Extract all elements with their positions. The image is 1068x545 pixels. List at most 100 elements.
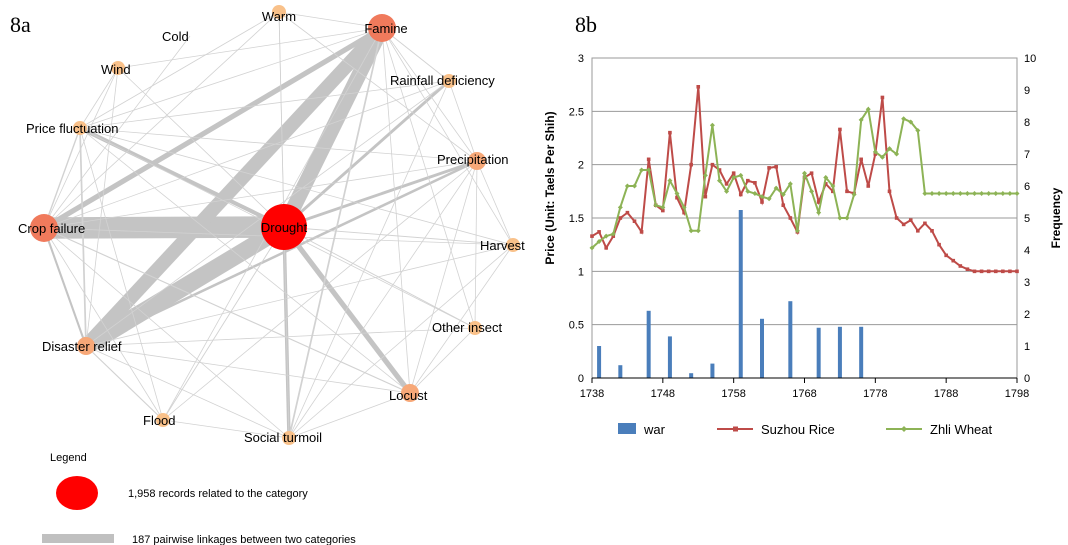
point-suzhou-rice-1787	[937, 242, 941, 247]
network-legend: Legend 1,958 records related to the cate…	[42, 452, 356, 545]
point-suzhou-rice-1771	[823, 182, 828, 186]
edge-harvest-social_turmoil	[288, 244, 514, 439]
edge-crop_failure-flood	[43, 227, 164, 421]
node-label-warm: Warm	[262, 9, 296, 24]
point-suzhou-rice-1746	[646, 157, 651, 162]
point-suzhou-rice-1781	[894, 216, 899, 220]
war-bar-1766	[788, 301, 793, 378]
point-suzhou-rice-1755	[710, 162, 715, 167]
point-suzhou-rice-1788	[944, 253, 948, 258]
node-price-fluctuation	[73, 121, 87, 135]
node-label-harvest: Harvest	[480, 238, 525, 253]
node-social-turmoil	[282, 431, 296, 445]
network-edges	[42, 11, 514, 439]
node-drought	[261, 204, 307, 250]
point-zhli-wheat-1780	[887, 146, 892, 152]
chart-gridlines	[591, 57, 1018, 379]
point-suzhou-rice-1792	[972, 269, 977, 274]
point-suzhou-rice-1794	[986, 269, 991, 274]
point-zhli-wheat-1798	[1014, 190, 1020, 196]
point-zhli-wheat-1779	[879, 154, 885, 160]
point-suzhou-rice-1786	[930, 229, 934, 233]
edge-drought-famine	[277, 24, 389, 231]
point-suzhou-rice-1770	[816, 200, 821, 204]
panel-label-8b: 8b	[575, 12, 597, 37]
chart-legend: war Suzhou Rice Zhli Wheat	[618, 422, 993, 437]
war-bar-1770	[816, 327, 821, 378]
point-zhli-wheat-1768	[802, 170, 807, 176]
point-zhli-wheat-1744	[632, 183, 637, 189]
point-suzhou-rice-1754	[703, 194, 708, 199]
y-tick-right-10: 10	[1024, 53, 1036, 65]
node-other-insect	[468, 321, 482, 335]
war-bar-1739	[597, 346, 602, 378]
price-lines	[589, 85, 1020, 274]
node-flood	[156, 413, 170, 427]
node-label-precipitation: Precipitation	[437, 152, 509, 167]
node-precipitation	[468, 152, 486, 170]
point-zhli-wheat-1784	[915, 128, 921, 134]
point-zhli-wheat-1767	[794, 228, 800, 234]
edge-rainfall_deficiency-crop_failure	[43, 80, 450, 229]
edge-crop_failure-precipitation	[43, 160, 478, 229]
node-disaster-relief	[77, 337, 95, 355]
point-zhli-wheat-1742	[617, 204, 623, 210]
war-bar-1742	[618, 365, 623, 378]
point-zhli-wheat-1797	[1007, 190, 1013, 196]
node-famine	[368, 14, 396, 42]
point-suzhou-rice-1798	[1015, 269, 1019, 274]
y-tick-right-1: 1	[1024, 341, 1030, 353]
edge-famine-harvest	[381, 27, 514, 246]
point-zhli-wheat-1761	[752, 190, 758, 196]
point-zhli-wheat-1760	[745, 188, 751, 194]
point-zhli-wheat-1795	[993, 190, 999, 196]
point-suzhou-rice-1790	[958, 264, 963, 268]
node-label-wind: Wind	[101, 62, 131, 77]
node-label-flood: Flood	[143, 413, 176, 428]
point-zhli-wheat-1758	[731, 174, 737, 180]
point-zhli-wheat-1782	[901, 116, 907, 122]
legend-node-text: 1,958 records related to the category	[128, 488, 308, 500]
edge-crop_failure-price_fluctuation	[43, 127, 81, 229]
point-suzhou-rice-1774	[845, 189, 849, 194]
y-tick-right-7: 7	[1024, 149, 1030, 161]
chart-axes: 0 0.5 1 1.5 2 2.5 3 0 1 2 3 4 5 6 7 8 9 10 1738 1748 1758 176…	[569, 53, 1037, 400]
point-suzhou-rice-1753	[696, 85, 701, 89]
price-frequency-chart-8b: 8b 0 0.5 1 1.5 2 2.5 3 0 1 2 3 4 5 6 7 8 9 10 1738 1748 1758…	[543, 12, 1063, 437]
point-zhli-wheat-1783	[908, 119, 914, 125]
point-suzhou-rice-1745	[639, 230, 644, 234]
point-suzhou-rice-1744	[632, 219, 637, 223]
point-zhli-wheat-1739	[596, 238, 602, 244]
point-suzhou-rice-1782	[901, 222, 906, 227]
point-zhli-wheat-1746	[646, 167, 652, 173]
point-zhli-wheat-1794	[986, 190, 992, 196]
y-tick-left-0.5: 0.5	[569, 320, 584, 332]
edge-flood-social_turmoil	[162, 419, 290, 439]
y-tick-right-5: 5	[1024, 213, 1030, 225]
y-tick-right-3: 3	[1024, 277, 1030, 289]
y-tick-right-0: 0	[1024, 373, 1030, 385]
edge-famine-disaster_relief	[80, 23, 388, 351]
point-zhli-wheat-1748	[660, 204, 666, 210]
node-label-social-turmoil: Social turmoil	[244, 430, 322, 445]
war-bar-1752	[689, 373, 694, 378]
war-bar-1749	[667, 336, 672, 378]
node-label-disaster-relief: Disaster relief	[42, 339, 122, 354]
y-tick-right-8: 8	[1024, 117, 1030, 129]
point-suzhou-rice-1795	[993, 269, 998, 274]
edge-famine-other_insect	[381, 27, 476, 329]
edge-drought-crop_failure	[43, 216, 285, 239]
point-zhli-wheat-1778	[872, 149, 878, 155]
point-zhli-wheat-1771	[823, 174, 829, 180]
point-suzhou-rice-1796	[1001, 269, 1005, 274]
x-tick-1778: 1778	[863, 388, 887, 400]
point-suzhou-rice-1777	[866, 184, 871, 188]
edge-famine-wind	[117, 27, 383, 69]
edge-drought-harvest	[283, 226, 514, 246]
y-tick-left-1: 1	[578, 266, 584, 278]
war-bars	[597, 210, 864, 378]
point-zhli-wheat-1754	[702, 172, 708, 178]
edge-price_fluctuation-disaster_relief	[79, 127, 87, 347]
x-tick-1758: 1758	[721, 388, 745, 400]
point-suzhou-rice-1793	[979, 269, 984, 274]
